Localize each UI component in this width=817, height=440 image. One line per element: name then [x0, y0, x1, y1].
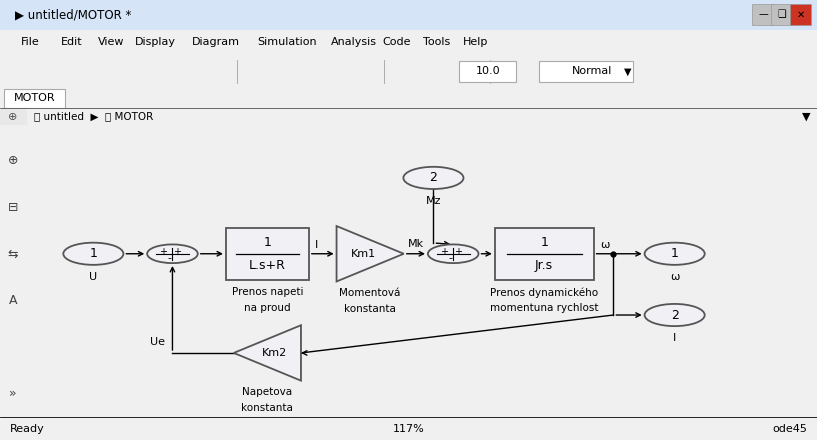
Text: ω: ω	[600, 240, 609, 250]
Text: ▼: ▼	[623, 66, 632, 77]
Text: I: I	[673, 334, 676, 343]
Bar	[790, 4, 811, 26]
Circle shape	[63, 243, 123, 265]
Text: 1: 1	[671, 247, 679, 260]
Text: konstanta: konstanta	[344, 304, 396, 314]
FancyBboxPatch shape	[225, 227, 309, 280]
Polygon shape	[234, 325, 301, 381]
Text: +: +	[440, 247, 448, 257]
Text: 2: 2	[430, 172, 437, 184]
Circle shape	[645, 304, 705, 326]
Text: Ready: Ready	[10, 424, 45, 433]
Text: Napetova: Napetova	[243, 387, 292, 397]
Text: ⊕: ⊕	[8, 154, 18, 167]
Text: Mk: Mk	[408, 239, 424, 249]
Text: Jr.s: Jr.s	[535, 259, 553, 272]
Text: L.s+R: L.s+R	[249, 259, 286, 272]
Bar	[4, 89, 65, 108]
Text: Diagram: Diagram	[192, 37, 240, 48]
Text: Simulation: Simulation	[257, 37, 317, 48]
Text: ✕: ✕	[797, 9, 805, 19]
Text: Prenos dynamického: Prenos dynamického	[490, 287, 598, 298]
Text: Prenos napeti: Prenos napeti	[231, 287, 303, 297]
Text: +: +	[158, 247, 167, 257]
Text: ω: ω	[670, 272, 679, 282]
Text: 1: 1	[540, 236, 548, 249]
Text: momentuna rychlost: momentuna rychlost	[490, 303, 598, 313]
Text: ⊕: ⊕	[8, 112, 18, 121]
Text: 1: 1	[89, 247, 97, 260]
Text: Mz: Mz	[426, 196, 441, 206]
Text: Edit: Edit	[61, 37, 83, 48]
Polygon shape	[337, 226, 404, 282]
Text: View: View	[98, 37, 124, 48]
Text: 2: 2	[671, 308, 679, 322]
Text: Normal: Normal	[572, 66, 612, 77]
Text: U: U	[89, 272, 97, 282]
Text: konstanta: konstanta	[241, 403, 293, 413]
Text: Ue: Ue	[150, 337, 164, 347]
Text: 🖿 untitled  ▶  🖿 MOTOR: 🖿 untitled ▶ 🖿 MOTOR	[34, 112, 154, 121]
Text: +: +	[454, 247, 462, 257]
Bar	[771, 4, 792, 26]
Text: Km1: Km1	[350, 249, 376, 259]
Text: —: —	[758, 9, 768, 19]
Text: MOTOR: MOTOR	[15, 93, 56, 103]
Text: ⊟: ⊟	[8, 201, 18, 213]
Text: -: -	[168, 253, 172, 263]
Text: ode45: ode45	[772, 424, 807, 433]
Text: na proud: na proud	[244, 303, 291, 313]
Circle shape	[428, 245, 479, 263]
Text: File: File	[20, 37, 39, 48]
Bar	[752, 4, 774, 26]
Bar	[539, 61, 633, 82]
Text: »: »	[9, 387, 17, 400]
Text: Tools: Tools	[423, 37, 450, 48]
Text: +: +	[173, 247, 181, 257]
Text: Display: Display	[135, 37, 176, 48]
Circle shape	[147, 245, 198, 263]
Text: Help: Help	[463, 37, 489, 48]
Text: I: I	[315, 240, 319, 250]
Circle shape	[645, 243, 705, 265]
Text: Code: Code	[382, 37, 411, 48]
Bar	[0, 108, 26, 125]
FancyBboxPatch shape	[495, 227, 594, 280]
Text: Momentová: Momentová	[340, 288, 401, 298]
Text: ▼: ▼	[802, 112, 810, 121]
Text: Km2: Km2	[261, 348, 287, 358]
Text: ❑: ❑	[778, 9, 786, 19]
Text: ▶ untitled/MOTOR *: ▶ untitled/MOTOR *	[15, 8, 131, 22]
Bar	[459, 61, 516, 82]
Text: 10.0: 10.0	[475, 66, 500, 77]
Text: ⇆: ⇆	[8, 247, 18, 260]
Text: 117%: 117%	[393, 424, 424, 433]
Text: 1: 1	[263, 236, 271, 249]
Text: Analysis: Analysis	[331, 37, 377, 48]
Text: -: -	[449, 253, 453, 263]
Text: A: A	[9, 294, 17, 307]
Circle shape	[404, 167, 463, 189]
